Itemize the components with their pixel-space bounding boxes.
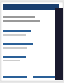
Bar <box>3 16 35 18</box>
Bar <box>3 43 33 45</box>
Bar <box>3 60 20 61</box>
Bar <box>3 56 26 58</box>
Bar <box>3 76 27 78</box>
Bar <box>3 4 59 10</box>
Bar <box>3 30 31 32</box>
Bar <box>3 34 26 36</box>
Bar <box>33 76 56 78</box>
Bar <box>55 8 63 80</box>
Bar <box>3 20 40 22</box>
Bar <box>3 47 27 49</box>
